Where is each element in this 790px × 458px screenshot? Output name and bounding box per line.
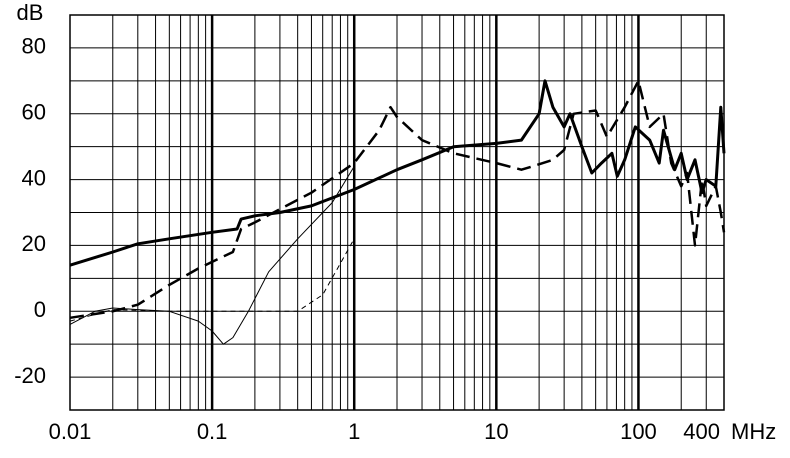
x-tick-label: 1 — [348, 419, 360, 444]
plot-frame — [69, 14, 725, 411]
y-tick-label: 80 — [22, 34, 46, 59]
x-tick-label: 0.01 — [49, 419, 92, 444]
data-line — [69, 166, 355, 345]
y-tick-label: 0 — [34, 297, 46, 322]
data-line — [69, 238, 355, 322]
y-tick-label: 40 — [22, 165, 46, 190]
data-line — [69, 79, 726, 320]
x-tick-label: 0.1 — [197, 419, 228, 444]
data-line — [69, 79, 726, 267]
x-tick-label: 100 — [620, 419, 657, 444]
y-tick-label: 20 — [22, 231, 46, 256]
y-tick-label: 60 — [22, 100, 46, 125]
x-tick-label: 400 — [683, 419, 720, 444]
y-tick-label: -20 — [14, 363, 46, 388]
y-axis-label: dB — [17, 0, 44, 25]
x-tick-label: 10 — [484, 419, 508, 444]
x-axis-label: MHz — [731, 419, 776, 444]
